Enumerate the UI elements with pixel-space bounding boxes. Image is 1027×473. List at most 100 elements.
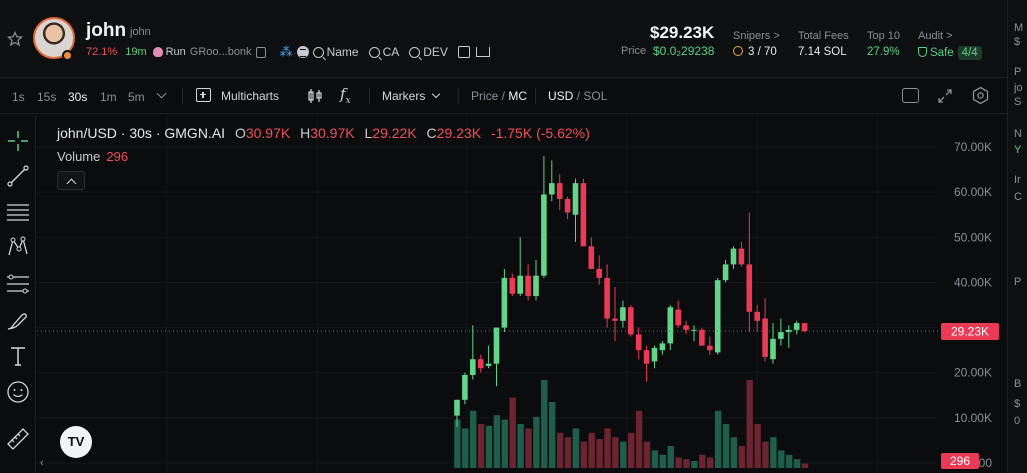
- search-icon: [368, 46, 380, 58]
- settings-hexagon-icon[interactable]: [971, 86, 990, 105]
- timeframe-dropdown-chevron-icon[interactable]: [156, 88, 167, 99]
- chart-toolbar: 1s 15s 30s 1m 5m Multicharts fx Markers …: [0, 78, 1007, 114]
- chevron-left-icon[interactable]: ‹: [40, 457, 44, 469]
- token-meta-row: 72.1% 19m Run GRoo...bonk ⁂ Name CA DEV: [86, 44, 490, 59]
- share-icon[interactable]: [457, 46, 470, 58]
- pattern-icon[interactable]: [6, 235, 30, 259]
- volume-bar: [628, 432, 635, 468]
- brain-icon: [152, 47, 163, 57]
- change-value: -1.75K (-5.62%): [490, 125, 590, 141]
- ruler-icon[interactable]: [6, 427, 30, 451]
- candlestick-chart[interactable]: 70.00K60.00K50.00K40.00K30.00K20.00K10.0…: [37, 115, 1007, 473]
- candle-body: [588, 246, 595, 269]
- candle-body: [564, 198, 571, 213]
- candle-body: [770, 338, 776, 360]
- volume-bar: [801, 463, 809, 468]
- audit-link[interactable]: Audit >: [918, 30, 953, 42]
- feather-icon[interactable]: ⁂: [279, 44, 293, 59]
- usd-sol-toggle[interactable]: USD / SOL: [548, 89, 608, 103]
- trend-line-icon[interactable]: [6, 164, 30, 188]
- multicharts-button[interactable]: Multicharts: [221, 89, 280, 103]
- tradingview-logo[interactable]: TV: [60, 426, 92, 458]
- candle-type-icon[interactable]: [307, 88, 323, 104]
- candle-body: [722, 264, 729, 281]
- timeframe-1s[interactable]: 1s: [12, 90, 25, 104]
- fib-levels-icon[interactable]: [6, 272, 30, 296]
- pump-badge-icon: [62, 50, 73, 61]
- fullscreen-icon[interactable]: [937, 88, 953, 104]
- favorite-star-icon[interactable]: [7, 31, 23, 47]
- volume-bar: [604, 428, 611, 468]
- collapse-legend-button[interactable]: [57, 171, 85, 190]
- price-chart[interactable]: 70.00K60.00K50.00K40.00K30.00K20.00K10.0…: [37, 115, 1007, 473]
- timeframe-5m[interactable]: 5m: [128, 90, 145, 104]
- candle-body: [746, 264, 753, 312]
- candle-body: [707, 345, 713, 351]
- search-ca-button[interactable]: CA: [368, 45, 399, 59]
- token-name: john: [86, 20, 127, 41]
- price-mc-toggle[interactable]: Price / MC: [471, 89, 528, 103]
- candle-body: [470, 359, 476, 375]
- volume-legend: Volume 296: [57, 149, 129, 164]
- snipers-value: 3 / 70: [733, 46, 777, 58]
- target-icon: [733, 46, 743, 56]
- search-icon: [312, 46, 324, 58]
- volume-bar: [509, 397, 516, 468]
- candle-body: [485, 363, 492, 366]
- volume-bar: [754, 424, 761, 468]
- timeframe-1m[interactable]: 1m: [100, 90, 117, 104]
- audit-score: 4/4: [957, 46, 982, 60]
- solana-icon[interactable]: [296, 46, 309, 58]
- candle-body: [501, 277, 508, 328]
- close-value: 29.23K: [436, 125, 482, 141]
- volume-bar: [707, 457, 714, 468]
- candle-body: [612, 318, 618, 321]
- markers-dropdown[interactable]: Markers: [382, 89, 441, 103]
- text-tool-icon[interactable]: [6, 344, 30, 368]
- multicharts-icon[interactable]: [196, 88, 211, 102]
- timeframe-30s[interactable]: 30s: [68, 90, 88, 104]
- volume-bar: [470, 410, 477, 468]
- candle-body: [730, 248, 737, 265]
- price-label: Price: [621, 45, 647, 57]
- volume-bar: [699, 454, 706, 468]
- top10-label: Top 10: [867, 30, 901, 42]
- divider: [535, 88, 536, 104]
- high-value: 30.97K: [310, 125, 355, 141]
- candle-body: [533, 275, 539, 296]
- volume-bar: [612, 437, 619, 468]
- divider: [458, 88, 459, 104]
- candle-body: [793, 323, 800, 330]
- volume-bar: [525, 428, 532, 468]
- horizontal-lines-icon[interactable]: [6, 200, 30, 224]
- search-name-button[interactable]: Name: [312, 45, 359, 59]
- current-volume-tag: [941, 453, 979, 469]
- candle-body: [699, 329, 705, 346]
- copy-icon[interactable]: [255, 46, 266, 58]
- candle-body: [651, 347, 658, 362]
- volume-bar: [564, 437, 572, 468]
- divider: [182, 88, 183, 104]
- snipers-link[interactable]: Snipers >: [733, 30, 780, 42]
- volume-bar: [722, 424, 730, 468]
- candle-body: [635, 334, 642, 351]
- brush-icon[interactable]: [6, 308, 30, 332]
- candle-body: [659, 343, 666, 351]
- volume-bar: [580, 441, 587, 468]
- candle-body: [762, 318, 768, 357]
- volume-bar: [454, 419, 461, 468]
- volume-bar: [541, 380, 548, 468]
- search-dev-button[interactable]: DEV: [409, 45, 448, 59]
- candle-body: [738, 248, 745, 265]
- timeframe-15s[interactable]: 15s: [37, 90, 57, 104]
- volume-bar: [643, 441, 651, 468]
- crown-icon[interactable]: [475, 47, 490, 57]
- screenshot-camera-icon[interactable]: [902, 88, 919, 103]
- search-icon: [409, 46, 421, 58]
- token-avatar[interactable]: [33, 17, 75, 59]
- indicators-fx-icon[interactable]: fx: [340, 85, 351, 106]
- emoji-icon[interactable]: [6, 380, 30, 404]
- audit-value: Safe 4/4: [918, 46, 982, 60]
- candle-body: [604, 277, 610, 319]
- crosshair-icon[interactable]: [6, 129, 30, 153]
